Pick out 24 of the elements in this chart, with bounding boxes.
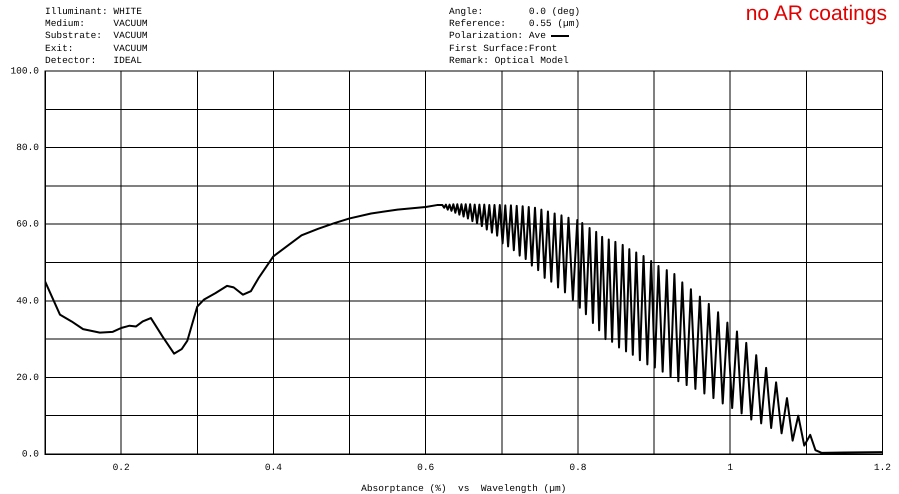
text: Angle: 0.0 (deg) xyxy=(449,6,580,18)
y-tick-label: 20.0 xyxy=(16,372,40,383)
y-tick-label: 80.0 xyxy=(16,142,40,154)
text: Exit: VACUUM xyxy=(45,42,148,55)
text: Remark: Optical Model xyxy=(449,54,570,68)
x-tick-label: 0.4 xyxy=(264,462,282,474)
x-tick-label: 1.2 xyxy=(874,462,892,474)
x-tick-label: 0.6 xyxy=(417,462,435,474)
text: Detector: IDEAL xyxy=(45,54,143,68)
text: Medium: VACUUM xyxy=(45,18,148,30)
text: First Surface:Front xyxy=(449,42,558,55)
legend-label: Polarization: Ave xyxy=(449,30,547,43)
x-axis-title: Absorptance (%) vs Wavelength (µm) xyxy=(361,482,566,494)
text: Reference: 0.55 (µm) xyxy=(449,18,580,30)
text: Illuminant: WHITE xyxy=(45,6,143,18)
y-tick-label: 60.0 xyxy=(16,218,40,230)
text: Substrate: VACUUM xyxy=(45,30,148,43)
x-tick-label: 0.8 xyxy=(569,462,587,474)
x-tick-label: 1 xyxy=(727,462,734,474)
text: no AR coatings xyxy=(746,2,887,26)
y-tick-label: 100.0 xyxy=(10,66,40,77)
x-tick-label: 0.2 xyxy=(112,462,130,474)
y-tick-label: 40.0 xyxy=(16,295,40,306)
y-tick-label: 0.0 xyxy=(22,448,40,460)
